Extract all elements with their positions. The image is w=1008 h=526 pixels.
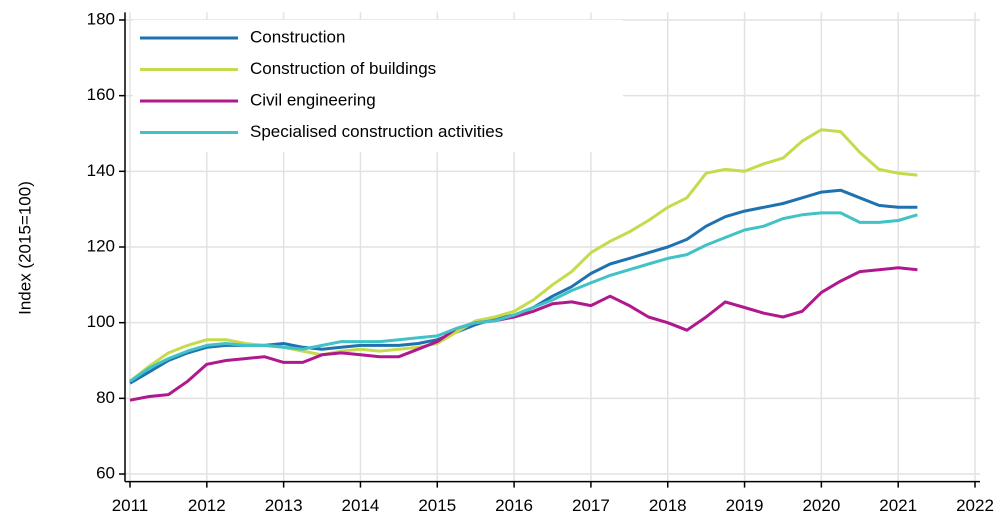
x-tick-label: 2014 — [342, 496, 380, 515]
x-tick-label: 2013 — [265, 496, 303, 515]
x-tick-label: 2018 — [649, 496, 687, 515]
y-tick-label: 80 — [96, 388, 115, 407]
legend-box — [133, 20, 623, 152]
x-tick-label: 2021 — [879, 496, 917, 515]
y-tick-label: 180 — [87, 9, 115, 28]
data-line — [129, 188, 918, 385]
x-tick-label: 2022 — [956, 496, 994, 515]
legend-label: Specialised construction activities — [250, 122, 503, 141]
legend-label: Construction — [250, 27, 345, 46]
y-axis-label: Index (2015=100) — [15, 181, 34, 315]
data-line — [129, 211, 918, 383]
legend-label: Civil engineering — [250, 90, 376, 109]
data-line — [129, 266, 918, 402]
y-tick-label: 120 — [87, 236, 115, 255]
y-tick-label: 60 — [96, 464, 115, 483]
y-tick-label: 140 — [87, 161, 115, 180]
x-tick-label: 2020 — [802, 496, 840, 515]
x-tick-label: 2017 — [572, 496, 610, 515]
x-tick-label: 2011 — [112, 496, 149, 515]
x-tick-label: 2016 — [495, 496, 533, 515]
y-tick-label: 160 — [87, 85, 115, 104]
x-tick-label: 2012 — [188, 496, 226, 515]
legend-label: Construction of buildings — [250, 59, 436, 78]
x-tick-label: 2015 — [418, 496, 456, 515]
data-line — [129, 128, 918, 383]
y-tick-label: 100 — [87, 312, 115, 331]
x-tick-label: 2019 — [726, 496, 764, 515]
